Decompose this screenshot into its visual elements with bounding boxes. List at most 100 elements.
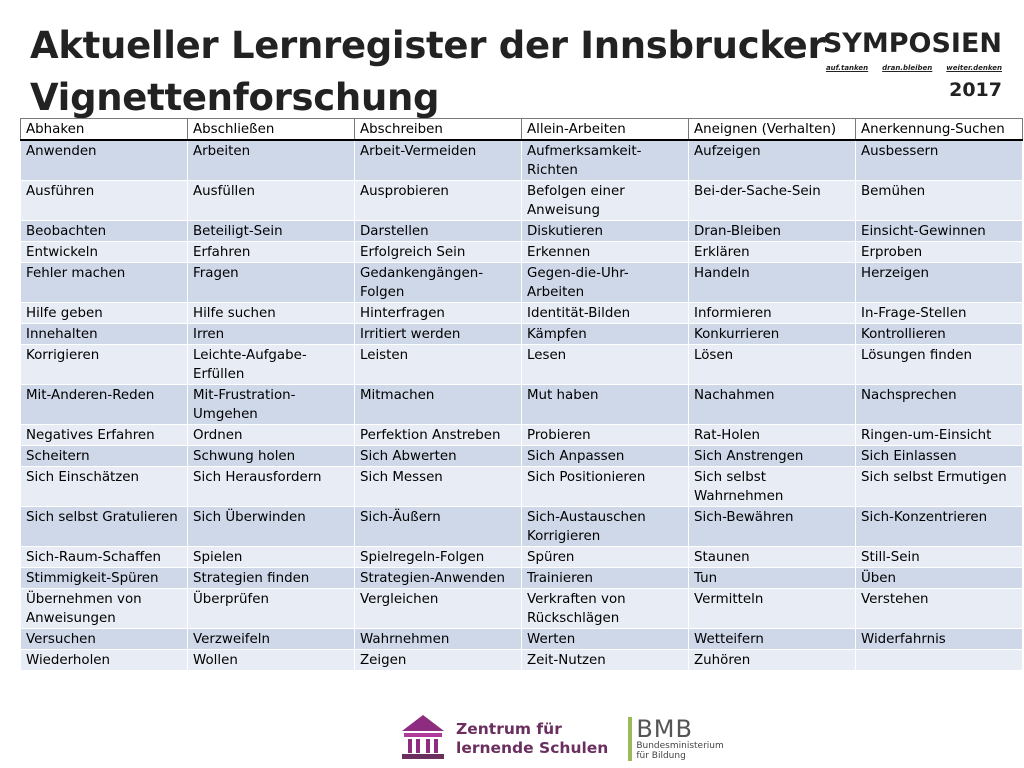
- brand-name: SYMPOSIEN: [822, 28, 1002, 59]
- table-cell: In-Frage-Stellen: [855, 302, 1023, 324]
- table-row: Versuchen Verzweifeln Wahrnehmen Werten Wett…: [20, 628, 1023, 650]
- table-cell: Fragen: [187, 262, 355, 303]
- table-cell: Arbeit-Vermeiden: [354, 139, 522, 181]
- table-cell: Stimmigkeit-Spüren: [20, 567, 188, 589]
- table-cell: Hilfe suchen: [187, 302, 355, 324]
- table-cell: Tun: [688, 567, 856, 589]
- table-cell: Ausprobieren: [354, 180, 522, 221]
- table-cell: Nachahmen: [688, 384, 856, 425]
- table-cell: Werten: [521, 628, 689, 650]
- table-cell: Nachsprechen: [855, 384, 1023, 425]
- table-cell: Lösen: [688, 344, 856, 385]
- bmb-line-1: Bundesministerium: [636, 741, 724, 751]
- table-cell: Ausführen: [20, 180, 188, 221]
- table-cell: Scheitern: [20, 445, 188, 467]
- table-cell: Sich selbst Wahrnehmen: [688, 466, 856, 507]
- table-cell: Perfektion Anstreben: [354, 424, 522, 446]
- table-row: Scheitern Schwung holen Sich Abwerten Sich …: [20, 445, 1023, 467]
- table-cell: Diskutieren: [521, 220, 689, 242]
- table-cell: Mit-Anderen-Reden: [20, 384, 188, 425]
- table-row: Mit-Anderen-Reden Mit-Frustration-Umgehen…: [20, 384, 1023, 425]
- brand-tag: dran.bleiben: [882, 64, 933, 72]
- table-cell: Herzeigen: [855, 262, 1023, 303]
- zfs-logo: Zentrum für lernende Schulen: [400, 713, 608, 766]
- table-cell: Anerkennung-Suchen: [855, 118, 1023, 141]
- table-cell: Spielregeln-Folgen: [354, 546, 522, 568]
- bmb-line-2: für Bildung: [636, 751, 686, 761]
- bmb-subtitle: Bundesministerium für Bildung: [636, 741, 723, 761]
- table-cell: Erklären: [688, 241, 856, 263]
- table-cell: Leisten: [354, 344, 522, 385]
- table-cell: Staunen: [688, 546, 856, 568]
- table-cell: Aufzeigen: [688, 139, 856, 181]
- table-row: Stimmigkeit-Spüren Strategien finden Strat…: [20, 567, 1023, 589]
- table-row: Negatives Erfahren Ordnen Perfektion Anstr…: [20, 424, 1023, 446]
- table-cell: Befolgen einer Anweisung: [521, 180, 689, 221]
- table-cell: Wiederholen: [20, 649, 188, 671]
- table-cell: Mut haben: [521, 384, 689, 425]
- table-cell: Sich Einschätzen: [20, 466, 188, 507]
- bmb-green-bar: [628, 717, 633, 761]
- table-cell: Überprüfen: [187, 588, 355, 629]
- table-cell: Erfahren: [187, 241, 355, 263]
- table-cell: Sich-Austauschen Korrigieren: [521, 506, 689, 547]
- learning-register-table: Abhaken Abschließen Abschreiben Allein-Arbe…: [20, 118, 1023, 671]
- table-cell: Strategien-Anwenden: [354, 567, 522, 589]
- table-row: Korrigieren Leichte-Aufgabe-Erfüllen Leist…: [20, 344, 1023, 385]
- table-cell: Erfolgreich Sein: [354, 241, 522, 263]
- table-cell: Ordnen: [187, 424, 355, 446]
- table-cell: Korrigieren: [20, 344, 188, 385]
- table-cell: Irritiert werden: [354, 323, 522, 345]
- table-cell: Probieren: [521, 424, 689, 446]
- table-cell: Identität-Bilden: [521, 302, 689, 324]
- table-cell: Bei-der-Sache-Sein: [688, 180, 856, 221]
- table-cell: Kämpfen: [521, 323, 689, 345]
- brand-tags: auf.tanken dran.bleiben weiter.denken: [802, 64, 1002, 72]
- bmb-logo: BMB Bundesministerium für Bildung: [628, 717, 724, 761]
- symposien-brand: SYMPOSIEN auf.tanken dran.bleiben weiter…: [802, 26, 1002, 102]
- table-cell: Innehalten: [20, 323, 188, 345]
- table-cell: Erkennen: [521, 241, 689, 263]
- table-cell: [855, 649, 1023, 671]
- table-cell: Sich-Bewähren: [688, 506, 856, 547]
- table-cell: Verzweifeln: [187, 628, 355, 650]
- zfs-line-2: lernende Schulen: [456, 739, 609, 757]
- table-cell: Strategien finden: [187, 567, 355, 589]
- table-cell: Schwung holen: [187, 445, 355, 467]
- table-cell: Anwenden: [20, 139, 188, 181]
- table-row: Entwickeln Erfahren Erfolgreich Sein Erkenn…: [20, 241, 1023, 263]
- brand-year: 2017: [949, 79, 1002, 101]
- table-cell: Abschließen: [187, 118, 355, 141]
- table-cell: Darstellen: [354, 220, 522, 242]
- table-cell: Sich Einlassen: [855, 445, 1023, 467]
- table-cell: Abschreiben: [354, 118, 522, 141]
- table-cell: Leichte-Aufgabe-Erfüllen: [187, 344, 355, 385]
- table-cell: Versuchen: [20, 628, 188, 650]
- table-cell: Sich-Raum-Schaffen: [20, 546, 188, 568]
- table-cell: Verstehen: [855, 588, 1023, 629]
- table-cell: Gegen-die-Uhr-Arbeiten: [521, 262, 689, 303]
- table-cell: Sich-Konzentrieren: [855, 506, 1023, 547]
- bmb-mark: BMB: [636, 715, 693, 743]
- page-title: Aktueller Lernregister der Innsbrucker V…: [30, 20, 826, 124]
- table-cell: Zeigen: [354, 649, 522, 671]
- table-row: Anwenden Arbeiten Arbeit-Vermeiden Aufmerks…: [20, 139, 1023, 181]
- table-cell: Spüren: [521, 546, 689, 568]
- table-cell: Sich Herausfordern: [187, 466, 355, 507]
- table-cell: Lösungen finden: [855, 344, 1023, 385]
- table-cell: Irren: [187, 323, 355, 345]
- table-row: Sich Einschätzen Sich Herausfordern Sich M…: [20, 466, 1023, 507]
- table-row: Sich-Raum-Schaffen Spielen Spielregeln-Fol…: [20, 546, 1023, 568]
- table-row: Hilfe geben Hilfe suchen Hinterfragen Ident…: [20, 302, 1023, 324]
- table-cell: Sich Anstrengen: [688, 445, 856, 467]
- table-cell: Aufmerksamkeit-Richten: [521, 139, 689, 181]
- table-cell: Üben: [855, 567, 1023, 589]
- table-cell: Fehler machen: [20, 262, 188, 303]
- table-cell: Sich Positionieren: [521, 466, 689, 507]
- bmb-text: BMB Bundesministerium für Bildung: [636, 717, 723, 761]
- table-row: Sich selbst Gratulieren Sich Überwinden Si…: [20, 506, 1023, 547]
- brand-tag: auf.tanken: [825, 64, 869, 72]
- table-body: Abhaken Abschließen Abschreiben Allein-Arbe…: [20, 118, 1023, 671]
- table-cell: Wahrnehmen: [354, 628, 522, 650]
- table-cell: Spielen: [187, 546, 355, 568]
